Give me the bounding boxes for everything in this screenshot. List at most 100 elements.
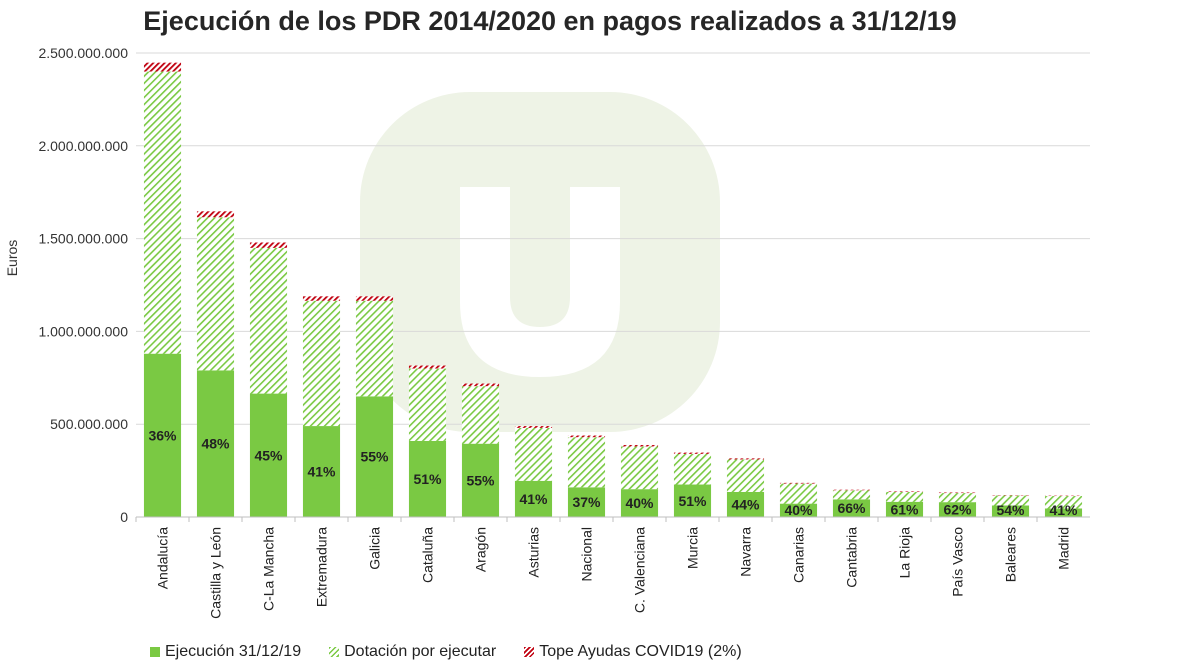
- bar-covid: [726, 458, 765, 460]
- y-tick-label: 1.500.000.000: [38, 231, 128, 247]
- bar-ejecucion: [673, 484, 712, 517]
- legend-label: Tope Ayudas COVID19 (2%): [539, 643, 742, 660]
- bar-ejecucion: [832, 499, 871, 517]
- data-label: 37%: [572, 494, 601, 510]
- bar-dotacion: [779, 483, 818, 504]
- x-tick-label: Cataluña: [420, 527, 436, 583]
- bar-covid: [461, 383, 500, 387]
- x-tick-label: Cantabria: [844, 527, 860, 588]
- bar-dotacion: [408, 368, 447, 441]
- legend: Ejecución 31/12/19 Dotación por ejecutar…: [150, 640, 770, 664]
- bar-ejecucion: [938, 502, 977, 517]
- bar-covid: [620, 444, 659, 447]
- bar-dotacion: [938, 493, 977, 503]
- bar-dotacion: [196, 217, 235, 371]
- bar-covid: [673, 452, 712, 454]
- bar-dotacion: [302, 300, 341, 427]
- bar-ejecucion: [408, 440, 447, 517]
- bar-ejecucion: [567, 487, 606, 517]
- bar-ejecucion: [620, 489, 659, 517]
- bar-ejecucion: [991, 505, 1030, 517]
- x-tick-label: Nacional: [579, 527, 595, 581]
- x-tick-label: Andalucía: [155, 527, 171, 589]
- data-label: 40%: [625, 495, 654, 511]
- data-label: 51%: [413, 471, 442, 487]
- bar-ejecucion: [1044, 508, 1083, 517]
- data-label: 62%: [943, 502, 972, 518]
- bar-ejecucion: [249, 393, 288, 517]
- bar-covid: [355, 296, 394, 301]
- bar-ejecucion: [461, 443, 500, 517]
- legend-swatch-solid: [150, 647, 160, 657]
- x-tick-label: Madrid: [1056, 527, 1072, 570]
- bar-covid: [408, 365, 447, 369]
- bar-dotacion: [461, 386, 500, 444]
- legend-swatch-hatched: [329, 647, 340, 657]
- data-label: 41%: [519, 491, 548, 507]
- data-label: 66%: [837, 500, 866, 516]
- data-label: 41%: [1049, 502, 1078, 518]
- x-tick-label: Extremadura: [314, 527, 330, 607]
- bar-ejecucion: [779, 503, 818, 517]
- bar-ejecucion: [885, 501, 924, 517]
- bar-covid: [196, 211, 235, 218]
- bar-dotacion: [1044, 496, 1083, 509]
- bar-ejecucion: [355, 396, 394, 517]
- data-label: 45%: [254, 447, 283, 463]
- bar-covid: [885, 491, 924, 492]
- x-tick-label: País Vasco: [950, 527, 966, 597]
- data-label: 40%: [784, 502, 813, 518]
- bar-dotacion: [885, 491, 924, 502]
- bar-dotacion: [673, 453, 712, 485]
- bar-covid: [514, 426, 553, 428]
- bar-covid: [567, 435, 606, 438]
- bar-ejecucion: [514, 480, 553, 517]
- y-tick-label: 2.000.000.000: [38, 138, 128, 154]
- y-tick-label: 1.000.000.000: [38, 323, 128, 339]
- bar-covid: [832, 489, 871, 491]
- data-label: 54%: [996, 502, 1025, 518]
- bar-covid: [938, 492, 977, 494]
- x-tick-label: C-La Mancha: [261, 527, 277, 611]
- y-tick-label: 0: [120, 509, 128, 525]
- data-label: 44%: [731, 496, 760, 512]
- bar-covid: [302, 296, 341, 301]
- x-tick-label: Murcia: [685, 527, 701, 569]
- x-tick-label: Navarra: [738, 527, 754, 577]
- bar-dotacion: [514, 427, 553, 481]
- data-label: 51%: [678, 493, 707, 509]
- x-tick-label: Baleares: [1003, 527, 1019, 582]
- bar-dotacion: [726, 459, 765, 492]
- logo-watermark-icon: [360, 92, 720, 432]
- bar-dotacion: [832, 490, 871, 500]
- y-tick-label: 500.000.000: [50, 416, 128, 432]
- bar-ejecucion: [143, 353, 182, 517]
- x-tick-label: Castilla y León: [208, 527, 224, 619]
- bar-dotacion: [143, 71, 182, 354]
- bar-dotacion: [991, 495, 1030, 506]
- legend-item-covid: Tope Ayudas COVID19 (2%): [524, 643, 742, 661]
- data-label: 41%: [307, 464, 336, 480]
- x-tick-label: La Rioja: [897, 527, 913, 579]
- legend-swatch-red-hatched: [524, 647, 535, 657]
- bar-dotacion: [355, 300, 394, 397]
- legend-label: Dotación por ejecutar: [344, 643, 497, 660]
- bar-ejecucion: [196, 370, 235, 517]
- bar-covid: [143, 62, 182, 72]
- x-tick-label: Asturias: [526, 527, 542, 578]
- y-tick-label: 2.500.000.000: [38, 45, 128, 61]
- legend-label: Ejecución 31/12/19: [165, 643, 302, 660]
- legend-item-ejecucion: Ejecución 31/12/19: [150, 643, 301, 661]
- x-tick-label: Galicia: [367, 527, 383, 570]
- data-label: 48%: [201, 436, 230, 452]
- bar-dotacion: [249, 247, 288, 394]
- data-label: 36%: [148, 427, 177, 443]
- data-label: 55%: [360, 449, 389, 465]
- bar-ejecucion: [726, 491, 765, 517]
- data-label: 61%: [890, 501, 919, 517]
- chart-title: Ejecución de los PDR 2014/2020 en pagos …: [143, 6, 957, 36]
- bar-covid: [779, 482, 818, 484]
- x-tick-label: Aragón: [473, 527, 489, 572]
- x-tick-label: C. Valenciana: [632, 527, 648, 613]
